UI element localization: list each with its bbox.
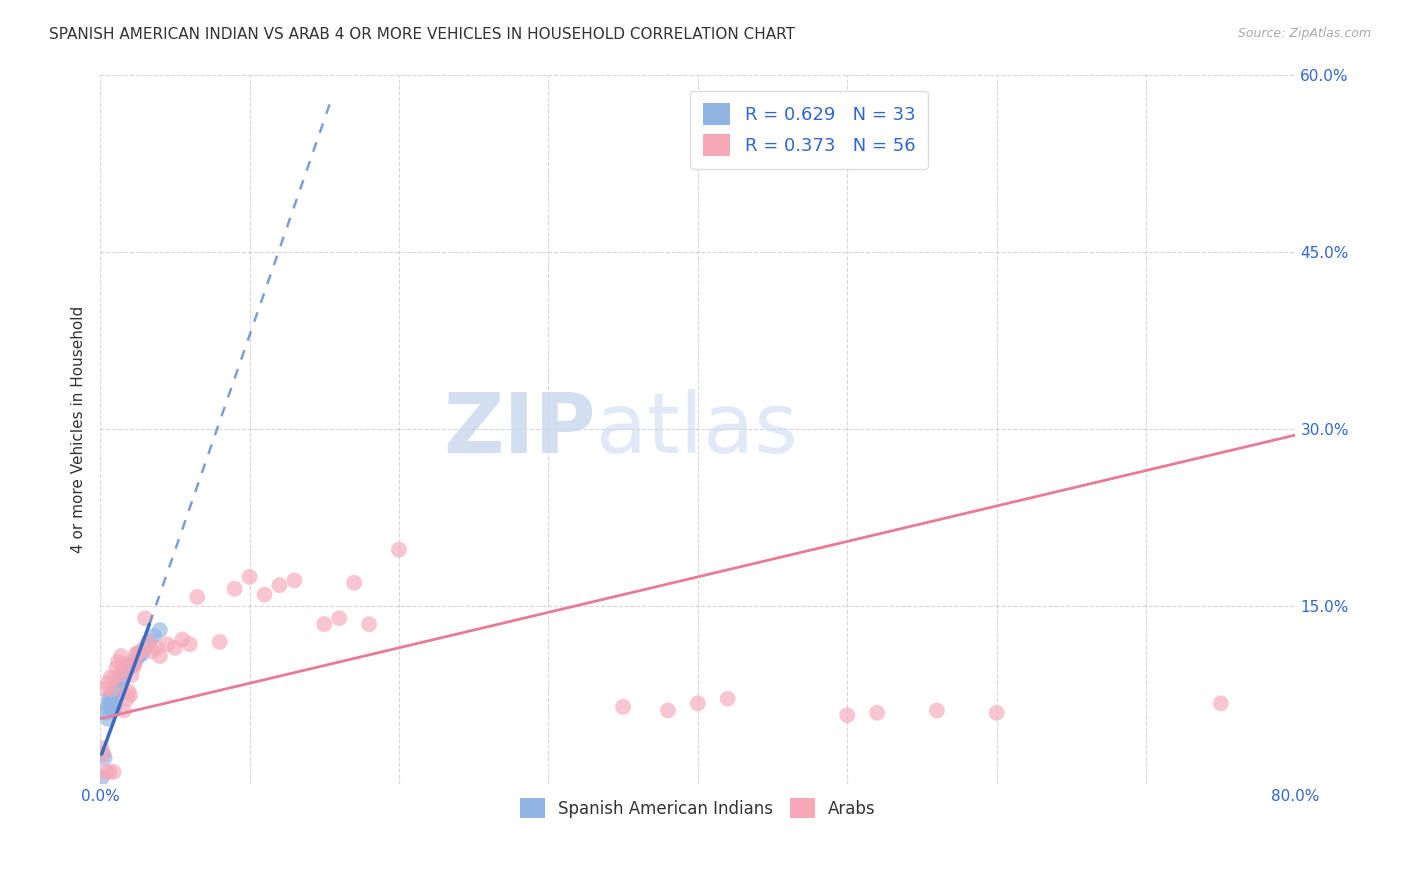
Point bbox=[91, 747, 114, 761]
Point bbox=[112, 665, 135, 679]
Point bbox=[108, 668, 131, 682]
Point bbox=[101, 682, 124, 697]
Point bbox=[149, 649, 172, 664]
Point bbox=[388, 542, 411, 557]
Point bbox=[104, 670, 127, 684]
Point bbox=[105, 682, 128, 697]
Text: Source: ZipAtlas.com: Source: ZipAtlas.com bbox=[1237, 27, 1371, 40]
Point bbox=[125, 652, 148, 666]
Point bbox=[657, 703, 679, 717]
Point bbox=[141, 644, 163, 658]
Point bbox=[107, 680, 129, 694]
Point bbox=[146, 640, 169, 655]
Point bbox=[134, 611, 156, 625]
Point bbox=[124, 658, 146, 673]
Point bbox=[138, 635, 160, 649]
Point bbox=[163, 640, 186, 655]
Point bbox=[100, 670, 122, 684]
Point bbox=[115, 691, 138, 706]
Point bbox=[359, 617, 381, 632]
Point bbox=[612, 699, 634, 714]
Point bbox=[129, 644, 152, 658]
Point bbox=[114, 665, 136, 679]
Point bbox=[110, 649, 132, 664]
Point bbox=[101, 697, 124, 711]
Point bbox=[328, 611, 350, 625]
Point bbox=[343, 575, 366, 590]
Legend: Spanish American Indians, Arabs: Spanish American Indians, Arabs bbox=[513, 791, 883, 825]
Point bbox=[127, 647, 149, 661]
Point bbox=[101, 690, 124, 704]
Point bbox=[104, 698, 127, 713]
Y-axis label: 4 or more Vehicles in Household: 4 or more Vehicles in Household bbox=[72, 305, 86, 553]
Point bbox=[179, 637, 201, 651]
Point bbox=[111, 666, 134, 681]
Point bbox=[94, 706, 117, 720]
Point bbox=[108, 673, 131, 687]
Point bbox=[103, 764, 125, 779]
Text: SPANISH AMERICAN INDIAN VS ARAB 4 OR MORE VEHICLES IN HOUSEHOLD CORRELATION CHAR: SPANISH AMERICAN INDIAN VS ARAB 4 OR MOR… bbox=[49, 27, 796, 42]
Point bbox=[90, 741, 112, 756]
Point bbox=[186, 590, 208, 604]
Point bbox=[142, 629, 165, 643]
Point bbox=[1209, 697, 1232, 711]
Point bbox=[121, 668, 143, 682]
Point bbox=[98, 764, 121, 779]
Point bbox=[100, 699, 122, 714]
Point bbox=[156, 637, 179, 651]
Point bbox=[253, 588, 276, 602]
Point bbox=[925, 703, 948, 717]
Point bbox=[107, 655, 129, 669]
Point bbox=[103, 703, 125, 717]
Point bbox=[837, 708, 859, 723]
Point bbox=[111, 656, 134, 670]
Point bbox=[110, 670, 132, 684]
Point bbox=[93, 750, 115, 764]
Point bbox=[134, 640, 156, 655]
Text: atlas: atlas bbox=[596, 389, 799, 469]
Point bbox=[105, 661, 128, 675]
Point bbox=[118, 688, 141, 702]
Point bbox=[118, 658, 141, 673]
Point bbox=[238, 570, 260, 584]
Point bbox=[115, 661, 138, 675]
Point bbox=[986, 706, 1008, 720]
Text: ZIP: ZIP bbox=[444, 389, 596, 469]
Point bbox=[117, 661, 139, 675]
Point bbox=[128, 649, 150, 664]
Point bbox=[717, 691, 740, 706]
Point bbox=[114, 661, 136, 675]
Point bbox=[269, 578, 291, 592]
Point bbox=[172, 632, 194, 647]
Point bbox=[686, 697, 709, 711]
Point bbox=[97, 699, 120, 714]
Point bbox=[136, 635, 159, 649]
Point bbox=[93, 682, 115, 697]
Point bbox=[283, 574, 305, 588]
Point bbox=[98, 691, 121, 706]
Point bbox=[97, 712, 120, 726]
Point bbox=[866, 706, 889, 720]
Point bbox=[314, 617, 336, 632]
Point bbox=[112, 703, 135, 717]
Point bbox=[208, 635, 231, 649]
Point bbox=[100, 688, 122, 702]
Point bbox=[97, 676, 120, 690]
Point bbox=[149, 623, 172, 637]
Point bbox=[98, 697, 121, 711]
Point bbox=[117, 684, 139, 698]
Point bbox=[122, 658, 145, 673]
Point bbox=[91, 747, 114, 761]
Point bbox=[94, 764, 117, 779]
Point bbox=[131, 647, 153, 661]
Point bbox=[122, 656, 145, 670]
Point bbox=[90, 771, 112, 785]
Point bbox=[104, 687, 127, 701]
Point bbox=[125, 647, 148, 661]
Point bbox=[224, 582, 246, 596]
